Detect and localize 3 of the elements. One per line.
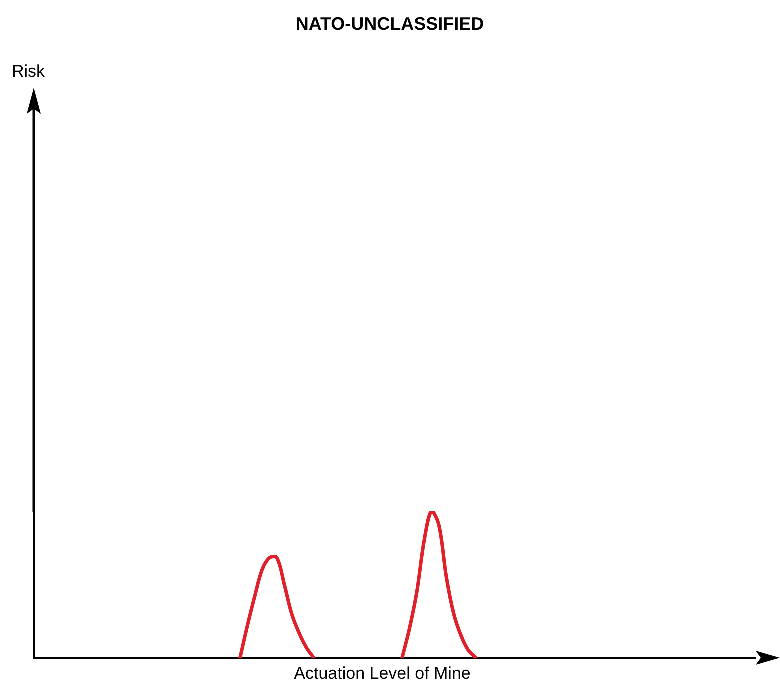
text: Risk xyxy=(12,62,46,82)
x-axis-title: Actuation Level of Mine xyxy=(293,664,472,684)
chart-title: NATO-UNCLASSIFIED xyxy=(294,14,486,35)
